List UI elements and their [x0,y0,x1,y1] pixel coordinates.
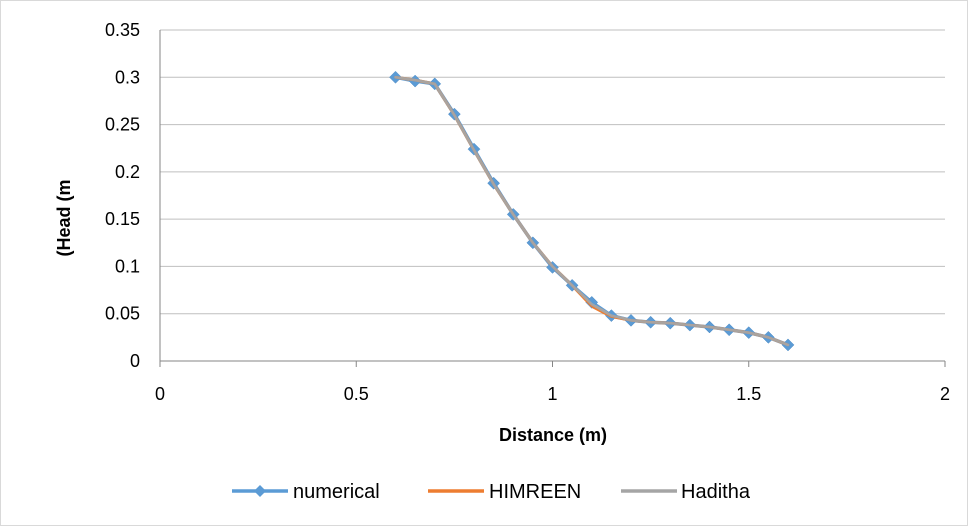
y-tick-label: 0.3 [115,67,140,87]
x-tick-label: 2 [940,384,950,404]
legend-marker-numerical [254,485,266,497]
y-tick-label: 0.15 [105,209,140,229]
y-tick-labels: 0 0.05 0.1 0.15 0.2 0.25 0.3 0.35 [105,20,140,371]
legend-label-haditha: Haditha [681,481,751,503]
legend-item-himreen: HIMREEN [428,481,581,503]
x-tick-labels: 0 0.5 1 1.5 2 [155,384,950,404]
y-tick-label: 0.2 [115,162,140,182]
y-tick-label: 0.35 [105,20,140,40]
series-overlay-haditha [394,76,790,347]
x-tick-label: 0 [155,384,165,404]
legend-item-numerical: numerical [232,481,380,503]
legend-item-haditha: Haditha [621,481,751,503]
legend: numerical HIMREEN Haditha [232,481,751,503]
y-tick-label: 0 [130,351,140,371]
series-markers [389,70,795,352]
y-axis-title: (Head (m [54,179,74,256]
y-tick-label: 0.05 [105,304,140,324]
y-tick-label: 0.25 [105,115,140,135]
x-axis-title: Distance (m) [499,425,607,445]
x-tick-label: 1.5 [736,384,761,404]
x-tick-label: 1 [547,384,557,404]
legend-label-himreen: HIMREEN [489,481,581,503]
grid-lines [160,29,945,315]
y-tick-label: 0.1 [115,256,140,276]
x-tick-label: 0.5 [344,384,369,404]
axes [159,30,946,367]
legend-label-numerical: numerical [293,481,380,503]
